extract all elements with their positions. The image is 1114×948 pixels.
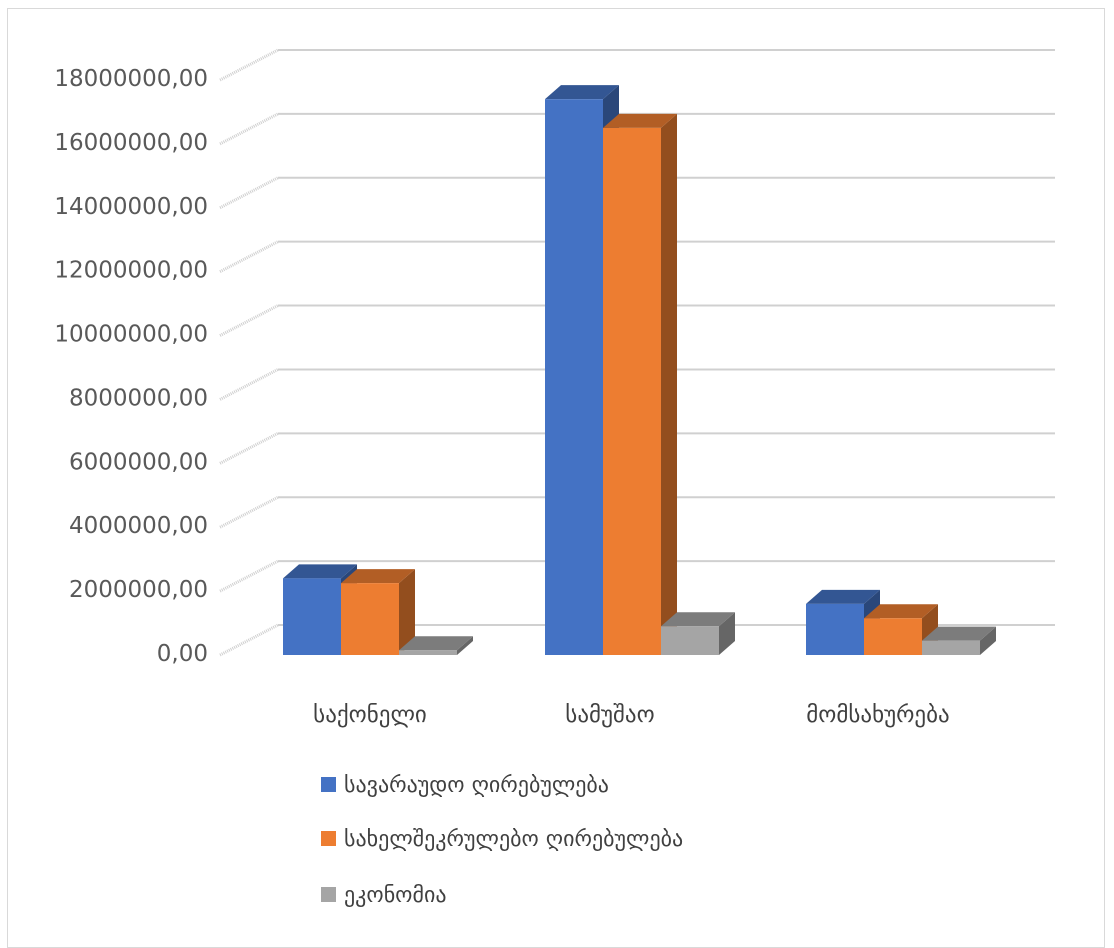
bar-front xyxy=(283,578,341,655)
x-axis-categories: საქონელი სამუშაო მომსახურება xyxy=(313,702,950,728)
bar xyxy=(864,604,938,655)
bar-top xyxy=(399,636,473,651)
legend-label: სავარაუდო ღირებულება xyxy=(344,773,609,798)
y-tick-label: 16000000,00 xyxy=(54,130,208,156)
bar-front xyxy=(864,618,922,655)
bar xyxy=(603,113,677,655)
bar xyxy=(661,612,735,655)
x-tick-label: სამუშაო xyxy=(565,702,654,728)
bar-front xyxy=(545,99,603,655)
legend-swatch xyxy=(321,887,336,902)
bar-top xyxy=(864,604,938,619)
bar-side xyxy=(980,626,996,655)
bar-front xyxy=(661,626,719,655)
legend-item: სავარაუდო ღირებულება xyxy=(321,773,609,798)
bar-front xyxy=(922,640,980,655)
bar-front xyxy=(399,650,457,655)
bar-top xyxy=(545,85,619,100)
bar-top xyxy=(806,589,880,604)
gridline-depth xyxy=(219,368,279,401)
y-tick-label: 6000000,00 xyxy=(69,449,208,475)
bar-side xyxy=(399,569,415,655)
bar xyxy=(922,626,996,655)
bar-side xyxy=(457,636,473,655)
gridline-depth xyxy=(219,432,279,465)
legend-item: სახელშეკრულებო ღირებულება xyxy=(321,827,683,852)
y-tick-label: 18000000,00 xyxy=(54,66,208,92)
bar-top xyxy=(603,113,677,128)
bar-front xyxy=(603,127,661,655)
chart-bars xyxy=(283,85,996,655)
y-tick-label: 14000000,00 xyxy=(54,194,208,220)
y-tick-label: 12000000,00 xyxy=(54,258,208,284)
legend-swatch xyxy=(321,777,336,792)
bar xyxy=(399,636,473,655)
bar-side xyxy=(719,612,735,655)
gridline-depth xyxy=(219,112,279,146)
gridline-depth xyxy=(219,559,279,593)
x-tick-label: საქონელი xyxy=(313,702,427,728)
legend-item: ეკონომია xyxy=(321,883,447,908)
y-tick-label: 4000000,00 xyxy=(69,513,208,539)
bar-front xyxy=(806,603,864,655)
bar-front xyxy=(341,583,399,655)
y-tick-label: 8000000,00 xyxy=(69,385,208,411)
y-tick-label: 2000000,00 xyxy=(69,577,208,603)
bar-top xyxy=(341,569,415,584)
gridline-depth xyxy=(219,495,279,529)
bar xyxy=(341,569,415,655)
gridline-depth xyxy=(219,623,279,657)
gridline-depth xyxy=(219,48,279,82)
y-axis-ticks: 0,00 2000000,00 4000000,00 6000000,00 800000… xyxy=(54,66,208,667)
legend-label: ეკონომია xyxy=(344,883,447,908)
legend-label: სახელშეკრულებო ღირებულება xyxy=(344,827,683,852)
gridline-depth xyxy=(219,304,279,337)
bar-side xyxy=(661,113,677,655)
gridline-depth xyxy=(219,240,279,273)
chart-legend: სავარაუდო ღირებულება სახელშეკრულებო ღირებ… xyxy=(321,773,683,908)
y-tick-label: 10000000,00 xyxy=(54,322,208,348)
bar-top xyxy=(283,564,357,579)
y-tick-label: 0,00 xyxy=(157,641,208,667)
legend-swatch xyxy=(321,831,336,846)
gridline-depth xyxy=(219,176,279,210)
bar-top xyxy=(922,626,996,641)
x-tick-label: მომსახურება xyxy=(806,702,949,728)
bar-top xyxy=(661,612,735,627)
